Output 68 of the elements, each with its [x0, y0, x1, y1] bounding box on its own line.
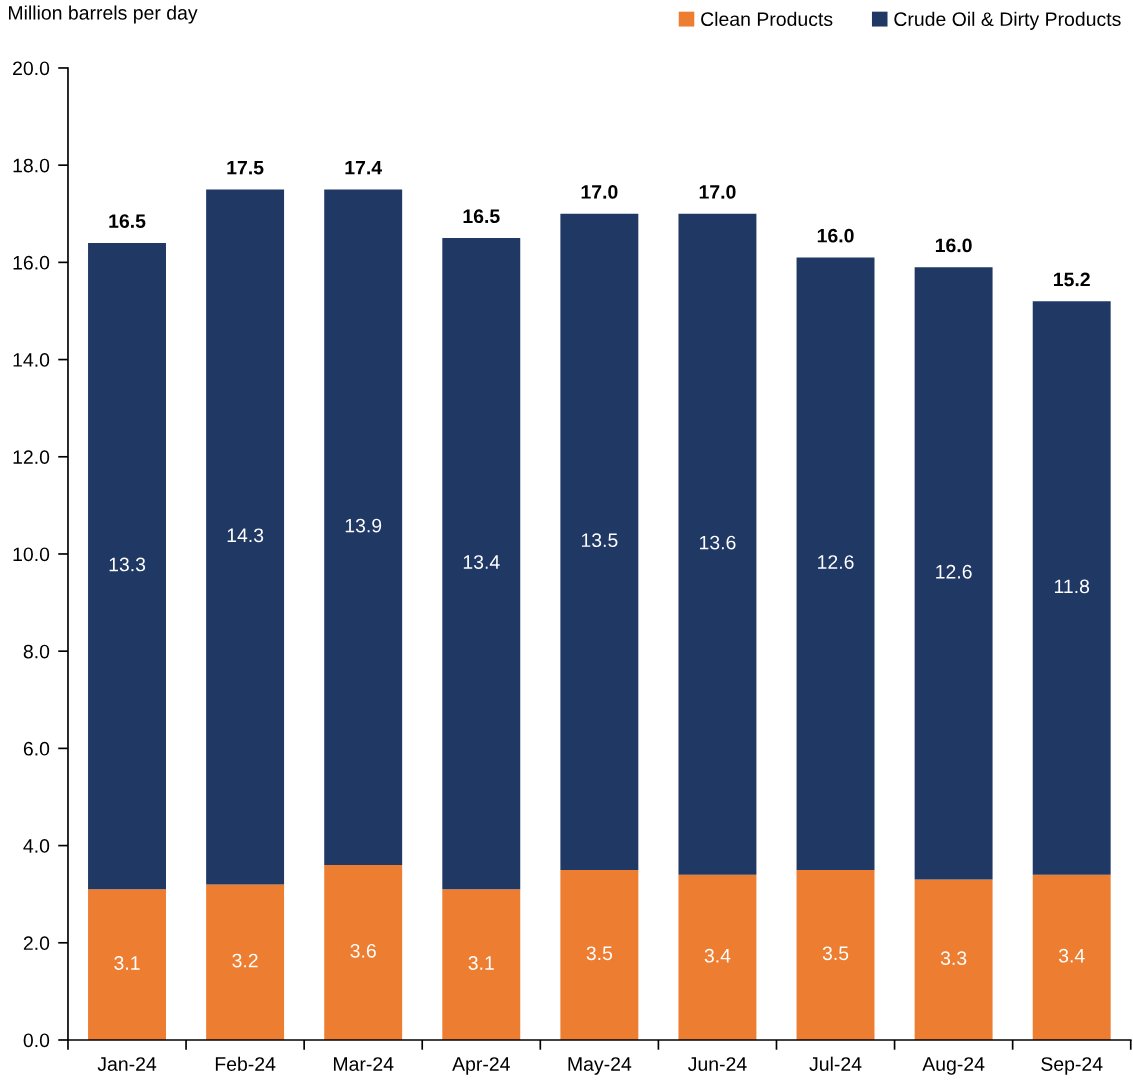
- bar: [88, 242, 166, 890]
- data-label: 3.5: [822, 946, 849, 961]
- bar: [88, 889, 166, 1040]
- y-tick-label: 6.0: [23, 741, 50, 756]
- x-tick-label: Jun-24: [688, 1057, 747, 1071]
- data-label: 3.1: [114, 956, 140, 970]
- total-label: 17.4: [345, 160, 383, 175]
- y-tick-label: 16.0: [13, 255, 50, 270]
- x-tick-label: Aug-24: [922, 1057, 985, 1075]
- bar: [206, 189, 285, 885]
- total-label: 17.5: [227, 160, 264, 175]
- data-label: 13.4: [463, 555, 500, 569]
- x-tick-label: Feb-24: [215, 1056, 276, 1071]
- bar: [678, 874, 757, 1040]
- legend-label: Clean Products: [701, 11, 833, 27]
- x-tick-label: Jul-24: [809, 1056, 862, 1071]
- data-label: 11.8: [1054, 579, 1090, 594]
- bar: [1032, 301, 1111, 875]
- bar: [796, 869, 875, 1040]
- data-label: 13.3: [109, 557, 146, 572]
- bar: [796, 257, 875, 870]
- bar: [560, 869, 639, 1040]
- bar: [914, 267, 993, 880]
- y-tick-label: 8.0: [23, 644, 50, 659]
- data-label: 13.9: [345, 518, 382, 533]
- total-label: 16.5: [109, 214, 146, 228]
- data-label: 3.6: [350, 943, 376, 958]
- bar: [324, 865, 403, 1040]
- y-tick-label: 0.0: [23, 1033, 50, 1048]
- data-label: 13.6: [700, 535, 736, 550]
- bar: [442, 889, 521, 1040]
- bar: [324, 189, 403, 866]
- data-label: 3.2: [232, 953, 258, 968]
- data-label: 12.6: [936, 564, 972, 579]
- total-label: 17.0: [581, 185, 618, 199]
- bar: [560, 213, 639, 870]
- y-tick-label: 10.0: [13, 547, 50, 562]
- legend-label: Crude Oil & Dirty Products: [894, 11, 1121, 30]
- x-tick-label: Mar-24: [333, 1057, 394, 1071]
- bar: [678, 213, 757, 875]
- x-tick-label: Apr-24: [452, 1057, 510, 1075]
- data-label: 3.3: [940, 951, 967, 966]
- y-tick-label: 4.0: [23, 839, 50, 853]
- bar: [442, 238, 521, 890]
- bar: [206, 884, 285, 1040]
- data-label: 14.3: [227, 528, 264, 543]
- data-label: 3.4: [704, 948, 731, 963]
- data-label: 3.4: [1058, 948, 1085, 963]
- total-label: 16.0: [935, 238, 972, 253]
- x-tick-label: Jan-24: [97, 1057, 157, 1071]
- y-tick-label: 12.0: [13, 450, 50, 465]
- x-tick-label: May-24: [568, 1057, 632, 1075]
- y-tick-label: 18.0: [13, 158, 50, 173]
- data-label: 3.5: [586, 946, 613, 961]
- data-label: 13.5: [581, 533, 618, 548]
- bar: [914, 879, 993, 1040]
- total-label: 15.2: [1054, 272, 1090, 287]
- total-label: 17.0: [699, 185, 736, 199]
- data-label: 3.1: [468, 956, 494, 970]
- y-tick-label: 14.0: [13, 353, 50, 367]
- y-tick-label: 20.0: [13, 61, 50, 76]
- x-tick-label: Sep-24: [1041, 1057, 1103, 1075]
- total-label: 16.5: [463, 209, 500, 224]
- data-label: 12.6: [818, 555, 854, 569]
- total-label: 16.0: [817, 228, 854, 243]
- bar: [1032, 874, 1111, 1040]
- y-tick-label: 2.0: [23, 936, 50, 951]
- y-axis-title: Million barrels per day: [9, 5, 198, 24]
